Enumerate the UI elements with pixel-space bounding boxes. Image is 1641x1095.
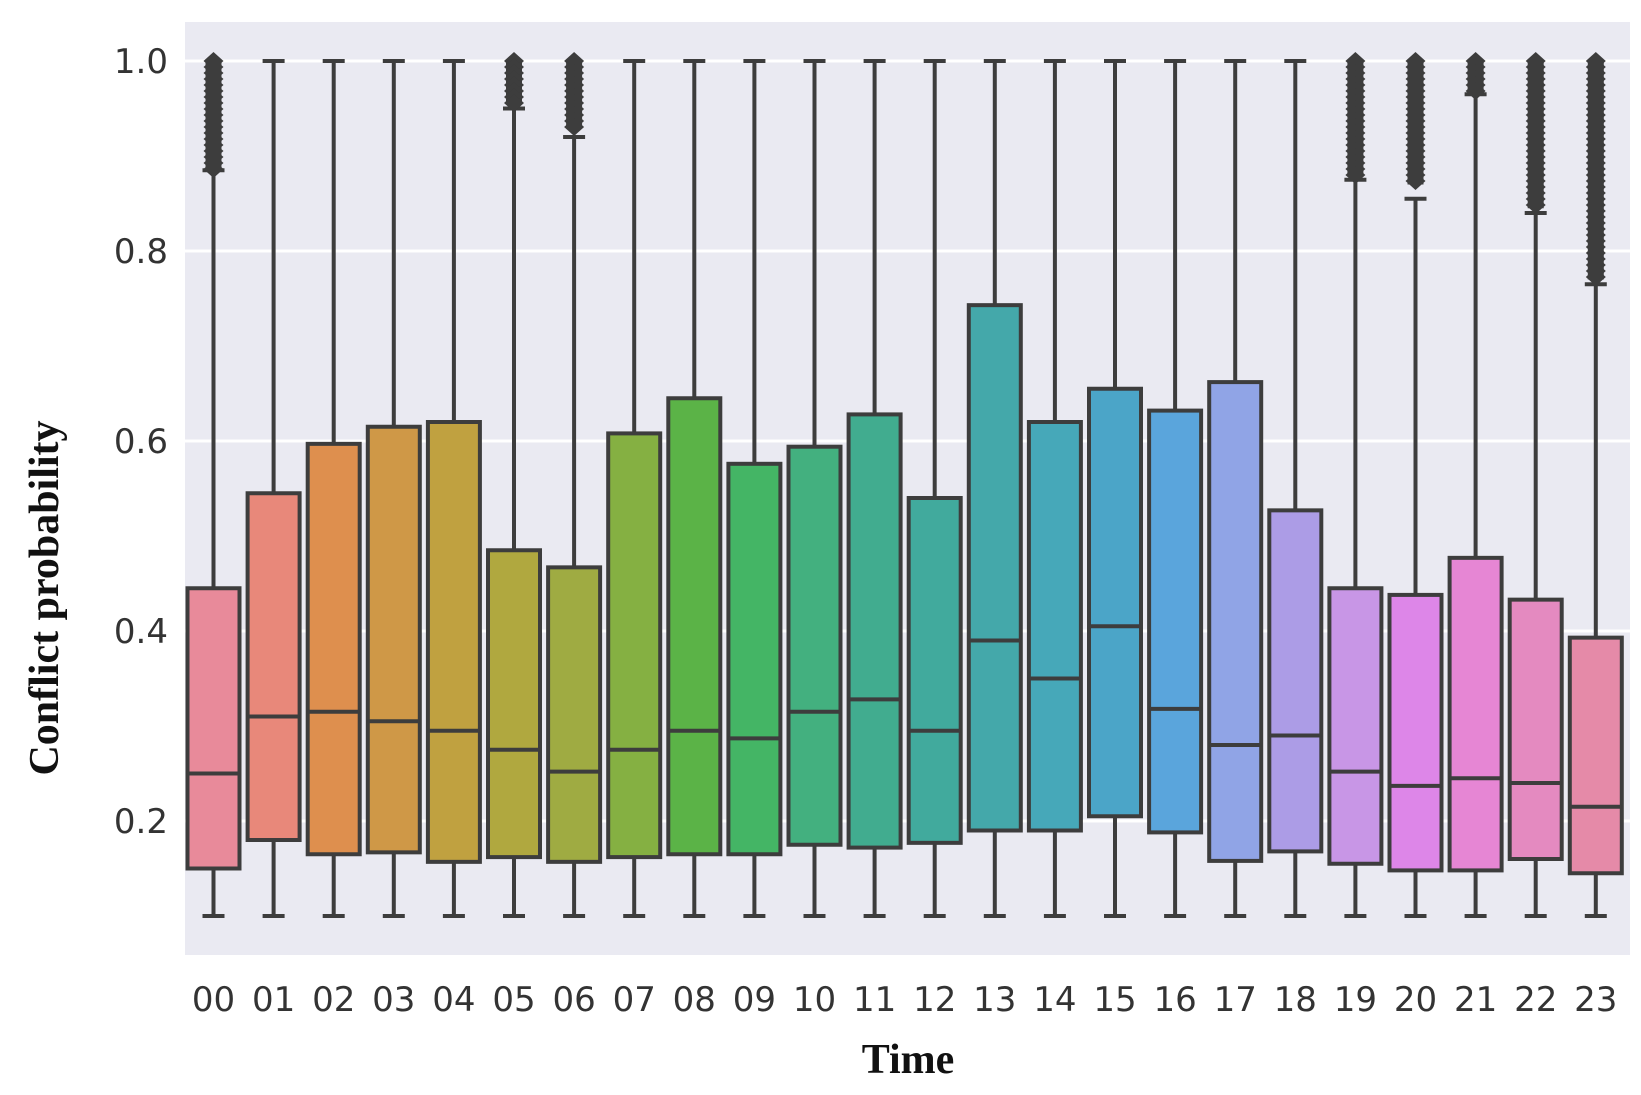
outliers (1465, 52, 1486, 100)
box-iqr (365, 424, 422, 855)
outliers (1525, 52, 1546, 214)
box-19 (1327, 52, 1384, 918)
x-tick-label: 14 (1033, 980, 1076, 1020)
x-tick-label: 15 (1093, 980, 1136, 1020)
box-iqr (1087, 386, 1143, 819)
box-iqr (726, 461, 783, 857)
box-iqr (245, 491, 302, 842)
box-11 (846, 59, 903, 918)
x-tick-label: 23 (1574, 980, 1617, 1020)
x-tick-label: 04 (432, 980, 475, 1020)
box-iqr (1387, 592, 1444, 873)
box-iqr (786, 444, 843, 847)
x-tick-label: 21 (1454, 980, 1497, 1020)
outlier-point (1345, 166, 1366, 184)
outliers (203, 52, 224, 178)
box-iqr (666, 396, 723, 857)
x-tick-label: 10 (793, 980, 836, 1020)
x-tick-label: 11 (853, 980, 896, 1020)
box-08 (666, 59, 723, 918)
outlier-point (1585, 268, 1606, 286)
box-07 (606, 59, 663, 918)
box-iqr (546, 565, 603, 864)
y-axis-title: Conflict probability (22, 420, 68, 775)
outlier-point (1465, 82, 1486, 100)
box-iqr (1207, 380, 1264, 863)
box-iqr (846, 412, 903, 850)
x-tick-label: 09 (733, 980, 776, 1020)
box-12 (906, 59, 963, 918)
x-tick-label: 12 (913, 980, 956, 1020)
outlier-point (1405, 172, 1426, 190)
x-tick-label: 07 (613, 980, 656, 1020)
y-tick-label: 0.2 (114, 802, 168, 842)
box-16 (1147, 59, 1204, 918)
box-18 (1267, 59, 1324, 918)
box-iqr (305, 441, 362, 857)
y-tick-label: 0.4 (114, 612, 168, 652)
box-09 (726, 59, 783, 918)
box-14 (1026, 59, 1083, 918)
box-13 (966, 59, 1023, 918)
x-tick-label: 05 (492, 980, 535, 1020)
box-02 (305, 59, 362, 918)
box-22 (1507, 52, 1564, 918)
box-17 (1207, 59, 1264, 918)
x-tick-label: 19 (1334, 980, 1377, 1020)
box-iqr (1026, 420, 1083, 833)
box-iqr (906, 496, 963, 845)
outlier-point (564, 118, 585, 136)
y-tick-label: 1.0 (114, 42, 168, 82)
box-20 (1387, 52, 1444, 918)
box-05 (486, 52, 542, 918)
box-iqr (1147, 408, 1204, 835)
box-iqr (185, 586, 242, 871)
x-tick-label: 00 (192, 980, 235, 1020)
x-tick-label: 17 (1214, 980, 1257, 1020)
box-21 (1447, 52, 1504, 918)
x-tick-label: 13 (973, 980, 1016, 1020)
outlier-point (203, 160, 224, 178)
box-10 (786, 59, 843, 918)
x-tick-label: 22 (1514, 980, 1557, 1020)
x-tick-label: 03 (372, 980, 415, 1020)
x-axis-title: Time (862, 1037, 955, 1083)
outlier-point (504, 94, 524, 112)
outliers (564, 52, 585, 136)
box-15 (1087, 59, 1143, 918)
x-tick-label: 16 (1153, 980, 1196, 1020)
boxes (185, 52, 1624, 918)
box-iqr (606, 431, 663, 860)
y-tick-label: 0.6 (114, 422, 168, 462)
box-iqr (1567, 635, 1624, 876)
x-tick-label: 02 (312, 980, 355, 1020)
y-tick-labels: 0.2 0.4 0.6 0.8 1.0 (114, 42, 168, 842)
x-tick-label: 18 (1274, 980, 1317, 1020)
box-04 (425, 59, 482, 918)
box-iqr (1327, 586, 1384, 866)
outliers (1585, 52, 1606, 286)
box-23 (1567, 52, 1624, 918)
box-00 (185, 52, 242, 918)
y-tick-label: 0.8 (114, 232, 168, 272)
box-01 (245, 59, 302, 918)
box-iqr (486, 548, 542, 860)
x-tick-label: 20 (1394, 980, 1437, 1020)
x-tick-label: 08 (673, 980, 716, 1020)
outliers (1405, 52, 1426, 190)
x-tick-labels: 00 01 02 03 04 05 06 07 08 09 10 11 12 13 14 15 16 17 18 19… (192, 980, 1618, 1020)
box-iqr (1447, 555, 1504, 873)
box-iqr (1507, 597, 1564, 862)
box-iqr (1267, 508, 1324, 854)
box-03 (365, 59, 422, 918)
box-iqr (966, 303, 1023, 833)
outlier-point (1525, 196, 1546, 214)
box-06 (546, 52, 603, 918)
outliers (504, 52, 524, 112)
x-tick-label: 06 (552, 980, 595, 1020)
box-iqr (425, 420, 482, 864)
x-tick-label: 01 (252, 980, 295, 1020)
outliers (1345, 52, 1366, 184)
